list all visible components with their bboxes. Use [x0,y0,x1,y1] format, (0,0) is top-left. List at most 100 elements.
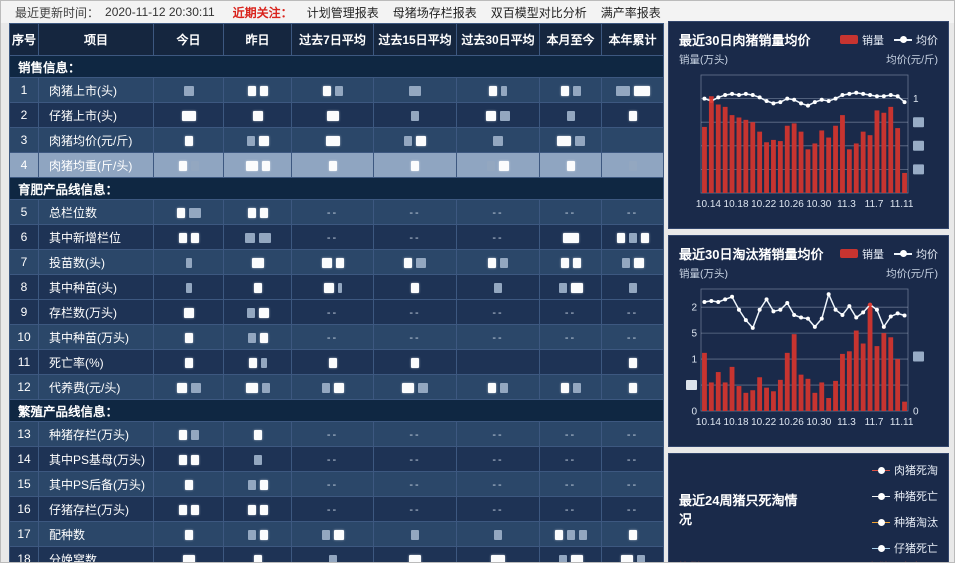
redacted-value [251,257,264,268]
value-cell [291,77,374,103]
legend-item[interactable]: 肉猪死淘 [872,462,938,478]
legend-item[interactable]: 种猪淘汰 [872,514,938,530]
value-cell [153,521,224,547]
value-cell [223,324,292,350]
value-cell: -- [291,446,374,472]
no-data-dash: -- [409,504,421,516]
value-cell [291,274,374,300]
svg-text:1: 1 [691,355,697,366]
value-cell: -- [601,421,664,447]
redacted-value [333,382,344,393]
value-cell [601,102,664,128]
table-row[interactable]: 17 配种数 [9,521,664,547]
table-row[interactable]: 12 代养费(元/头) [9,374,664,400]
value-cell [539,249,602,275]
report-link[interactable]: 满产率报表 [600,5,661,20]
svg-text:10.22: 10.22 [751,199,776,210]
value-cell [153,249,224,275]
value-cell: -- [539,299,602,325]
value-cell [223,521,292,547]
value-cell [539,77,602,103]
table-row[interactable]: 10 其中种苗(万头) -- -- -- -- -- [9,324,664,350]
value-cell: -- [456,299,540,325]
row-number: 15 [9,471,39,497]
redacted-value [260,357,267,368]
row-number: 10 [9,324,39,350]
redacted-value [261,382,270,393]
redacted-value [556,135,571,146]
value-cell [539,224,602,250]
redacted-value [411,529,419,540]
redacted-value [185,257,192,268]
no-data-dash: -- [409,207,421,219]
value-cell [223,102,292,128]
chart-card-weekly-death-cull: 最近24周猪只死淘情况肉猪死淘种猪死亡种猪淘汰仔猪死亡比例(%)仔猪死亡率(%)… [668,453,949,562]
value-cell [223,249,292,275]
table-row[interactable]: 16 仔猪存栏(万头) -- -- -- -- -- [9,496,664,522]
no-data-dash: -- [626,207,639,219]
redacted-value [566,529,575,540]
value-cell: -- [456,199,540,225]
redacted-value [188,207,201,218]
value-cell [223,421,292,447]
redacted-value [402,382,414,393]
section-title: 销售信息： [9,55,664,78]
value-cell [373,249,457,275]
value-cell [153,471,224,497]
redacted-value [628,357,637,368]
row-number: 6 [9,224,39,250]
report-link[interactable]: 双百模型对比分析 [490,5,587,20]
legend-item[interactable]: 均价 [894,32,938,48]
value-cell [223,299,292,325]
redacted-value [578,529,587,540]
value-cell [223,349,292,375]
legend-item[interactable]: 均价 [894,246,938,262]
redacted-value [259,529,268,540]
svg-text:10.14: 10.14 [696,417,721,428]
value-cell [601,274,664,300]
report-link[interactable]: 母猪场存栏报表 [392,5,477,20]
table-row[interactable]: 9 存栏数(万头) -- -- -- -- -- [9,299,664,325]
table-row[interactable]: 11 死亡率(%) [9,349,664,375]
redacted-value [416,257,426,268]
table-row[interactable]: 14 其中PS基母(万头) -- -- -- -- -- [9,446,664,472]
table-row[interactable]: 18 分娩窝数 [9,546,664,562]
table-row[interactable]: 7 投苗数(头) [9,249,664,275]
table-row[interactable]: 1 肉猪上市(头) [9,77,664,103]
table-row[interactable]: 4 肉猪均重(斤/头) [9,152,664,178]
section-header-row: 育肥产品线信息： [9,177,664,200]
column-header: 本年累计 [601,23,664,56]
table-row[interactable]: 3 肉猪均价(元/斤) [9,127,664,153]
table-row[interactable]: 2 仔猪上市(头) [9,102,664,128]
value-cell: -- [601,199,664,225]
value-cell: -- [456,324,540,350]
svg-text:11.11: 11.11 [890,199,914,210]
redacted-value [328,160,337,171]
value-cell [153,299,224,325]
legend-item[interactable]: 销量 [840,32,884,48]
report-link[interactable]: 计划管理报表 [306,5,379,20]
table-row[interactable]: 15 其中PS后备(万头) -- -- -- -- -- [9,471,664,497]
legend-item[interactable]: 仔猪死亡 [872,540,938,556]
legend-item[interactable]: 种猪死亡 [872,488,938,504]
svg-text:2: 2 [691,303,697,314]
legend-label: 种猪淘汰 [894,517,938,529]
no-data-dash: -- [626,307,639,319]
redacted-value [252,110,263,121]
legend-item[interactable]: 销量 [840,246,884,262]
legend-line-swatch-icon [894,249,912,258]
value-cell: -- [291,496,374,522]
section-title: 繁殖产品线信息： [9,399,664,422]
table-row[interactable]: 13 种猪存栏(万头) -- -- -- -- -- [9,421,664,447]
svg-text:11.7: 11.7 [865,199,884,210]
value-cell [291,152,374,178]
table-row[interactable]: 5 总栏位数 -- -- -- -- -- [9,199,664,225]
redacted-value [248,357,257,368]
value-cell: -- [373,299,457,325]
value-cell: -- [456,421,540,447]
value-cell [291,546,374,562]
table-row[interactable]: 6 其中新增栏位 -- -- -- [9,224,664,250]
table-row[interactable]: 8 其中种苗(头) [9,274,664,300]
